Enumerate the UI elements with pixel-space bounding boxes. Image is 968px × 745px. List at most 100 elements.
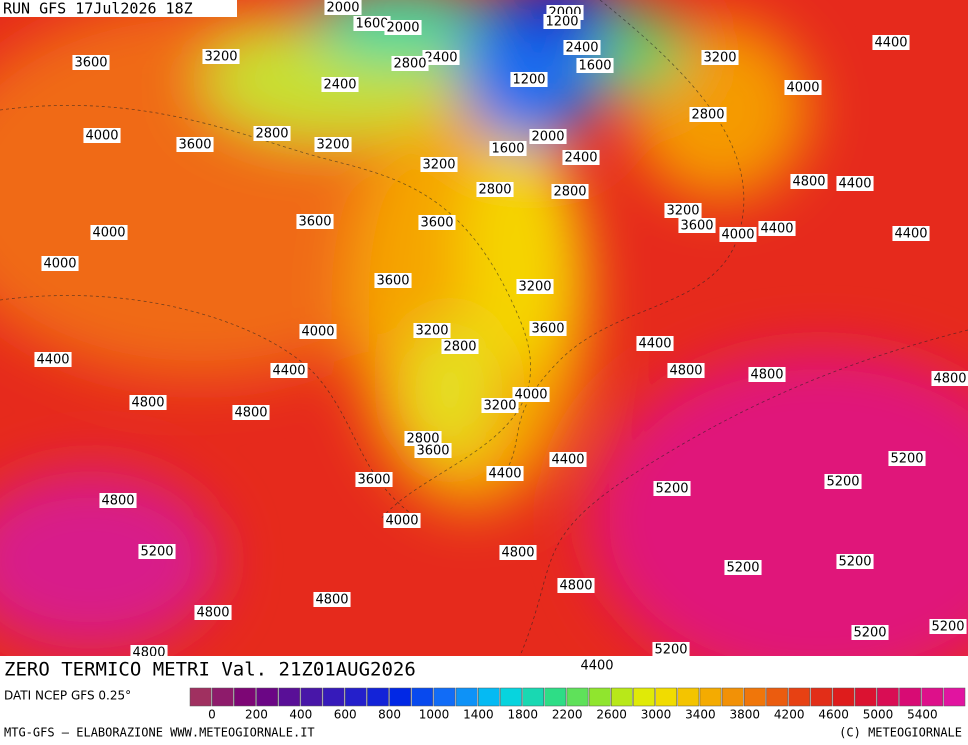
- colorbar-swatch: [899, 687, 921, 707]
- contour-label: 4800: [313, 592, 351, 608]
- contour-label: 1600: [576, 58, 614, 74]
- contour-label-box: [72, 55, 110, 70]
- contour-label-text: 3200: [316, 138, 349, 153]
- colorbar-swatch: [699, 687, 722, 707]
- contour-label-box: [441, 339, 479, 354]
- contour-label: 3200: [420, 157, 458, 173]
- colorbar-swatch: [256, 687, 278, 707]
- contour-label: 3600: [678, 218, 716, 234]
- contour-label-text: 4800: [559, 579, 592, 594]
- contour-label-box: [851, 625, 889, 640]
- contour-label-text: 3600: [420, 216, 453, 231]
- contour-label-box: [41, 256, 79, 271]
- contour-label: 3200: [314, 137, 352, 153]
- contour-label: 1600: [489, 141, 527, 157]
- colorbar-swatch: [411, 687, 434, 707]
- colorbar-swatch: [211, 687, 234, 707]
- contour-label-text: 4800: [750, 368, 783, 383]
- contour-label-box: [529, 129, 567, 144]
- contour-label: 4800: [129, 395, 167, 411]
- contour-label-box: [299, 324, 337, 339]
- contour-label-box: [748, 367, 786, 382]
- contour-label-text: 3600: [74, 56, 107, 71]
- contour-label-box: [83, 128, 121, 143]
- contour-label-box: [562, 150, 600, 165]
- contour-label: 3200: [413, 323, 451, 339]
- colorbar-swatch: [544, 687, 567, 707]
- contour-label-text: 4400: [894, 227, 927, 242]
- contour-label: 4800: [667, 363, 705, 379]
- contour-label-box: [270, 363, 308, 378]
- contour-label-text: 2800: [553, 185, 586, 200]
- contour-label-box: [667, 363, 705, 378]
- colorbar-swatch: [367, 687, 389, 707]
- contour-label-box: [374, 273, 412, 288]
- contour-label: 3200: [202, 49, 240, 65]
- contour-labels: 2000160020002000120024001600120024002800…: [34, 0, 968, 674]
- contour-label: 1200: [543, 14, 581, 30]
- contour-label-box: [418, 215, 456, 230]
- contour-label-box: [486, 466, 524, 481]
- colorbar-label: 4600: [818, 708, 849, 722]
- contour-label-box: [636, 336, 674, 351]
- contour-label-text: 4800: [131, 396, 164, 411]
- contour-label-text: 4400: [580, 659, 613, 674]
- contour-label: 2800: [551, 184, 589, 200]
- contour-label: 4400: [578, 658, 616, 674]
- contour-label-box: [784, 80, 822, 95]
- contour-label-box: [232, 405, 270, 420]
- contour-label-text: 3200: [415, 324, 448, 339]
- contour-label-box: [489, 141, 527, 156]
- contour-label-text: 4000: [92, 226, 125, 241]
- contour-label-text: 3600: [357, 473, 390, 488]
- contour-label-text: 4400: [874, 36, 907, 51]
- contour-label-text: 4800: [315, 593, 348, 608]
- contour-label-text: 4000: [301, 325, 334, 340]
- contour-label-text: 3200: [518, 280, 551, 295]
- contour-label: 2000: [384, 20, 422, 36]
- contour-label-text: 5200: [853, 626, 886, 641]
- colorbar-swatch: [788, 687, 811, 707]
- contour-label-text: 1200: [545, 15, 578, 30]
- contour-label-text: 4400: [638, 337, 671, 352]
- contour-label-box: [557, 578, 595, 593]
- contour-label-text: 1200: [512, 73, 545, 88]
- contour-label-text: 1600: [578, 59, 611, 74]
- contour-label-text: 5200: [655, 482, 688, 497]
- contour-label-box: [892, 226, 930, 241]
- contour-label-text: 5200: [726, 561, 759, 576]
- contour-label-text: 4800: [933, 372, 966, 387]
- colorbar-swatch: [588, 687, 611, 707]
- contour-label: 4000: [90, 225, 128, 241]
- contour-label-box: [253, 126, 291, 141]
- contour-label: 5200: [653, 481, 691, 497]
- colorbar-swatch: [566, 687, 589, 707]
- colorbar-swatch: [921, 687, 944, 707]
- colorbar-label: 400: [289, 708, 312, 722]
- contour-label-text: 2800: [443, 340, 476, 355]
- contour-label-text: 4000: [385, 514, 418, 529]
- contour-label-box: [824, 474, 862, 489]
- contour-label-box: [653, 481, 691, 496]
- colorbar-swatch: [500, 687, 522, 707]
- colorbar-swatch: [744, 687, 766, 707]
- contour-label-text: 3600: [416, 444, 449, 459]
- contour-label: 5200: [138, 544, 176, 560]
- contour-label-box: [549, 452, 587, 467]
- colorbar-label: 0: [208, 708, 216, 722]
- contour-label-text: 4800: [501, 546, 534, 561]
- colorbar-label: 3000: [641, 708, 672, 722]
- colorbar-label: 600: [334, 708, 357, 722]
- contour-label-box: [931, 371, 968, 386]
- contour-label-box: [516, 279, 554, 294]
- contour-label: 2800: [476, 182, 514, 198]
- contour-label: 4400: [758, 221, 796, 237]
- colorbar-swatch: [611, 687, 633, 707]
- colorbar-label: 3800: [730, 708, 761, 722]
- colorbar-label: 4200: [774, 708, 805, 722]
- contour-label-text: 3600: [680, 219, 713, 234]
- colorbar: 0 200 400 600 800 1000 1400 1800 2200 2600 3000 340…: [189, 687, 966, 722]
- contour-label-text: 5200: [140, 545, 173, 560]
- contour-label-text: 3200: [703, 51, 736, 66]
- contour-label-text: 4400: [760, 222, 793, 237]
